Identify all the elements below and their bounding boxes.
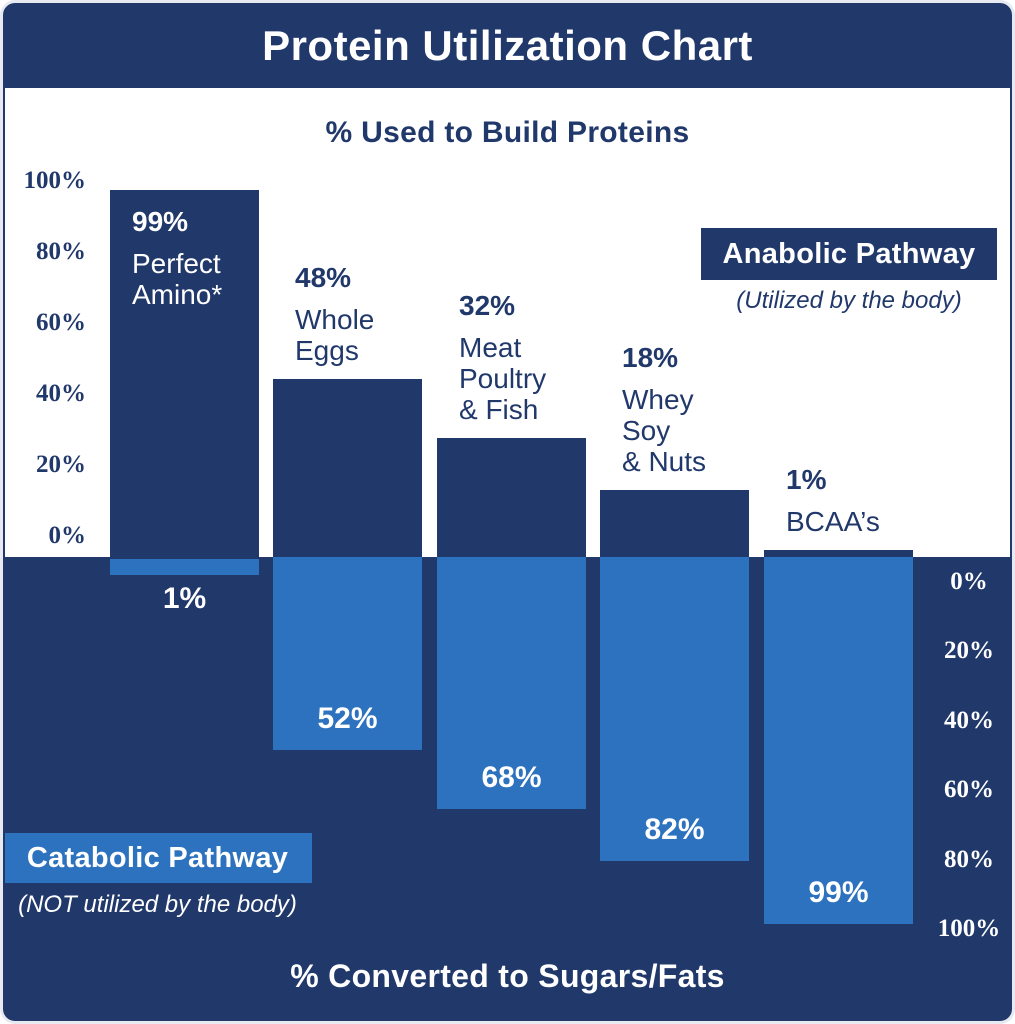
catabolic-value: 68% bbox=[481, 761, 542, 794]
bar-category-label: Whey bbox=[622, 384, 694, 415]
upper-axis-tick: 60% bbox=[36, 309, 86, 336]
catabolic-pathway-caption: (NOT utilized by the body) bbox=[18, 891, 297, 918]
upper-axis-tick: 0% bbox=[48, 522, 87, 549]
upper-axis-tick: 20% bbox=[36, 451, 86, 478]
bar-category-label: Eggs bbox=[295, 335, 359, 366]
bar-category-label: & Nuts bbox=[622, 446, 707, 477]
catabolic-bar bbox=[764, 557, 913, 924]
chart-title: Protein Utilization Chart bbox=[262, 22, 753, 69]
bar-category-label: BCAA’s bbox=[786, 506, 880, 537]
catabolic-pathway-legend: Catabolic Pathway bbox=[3, 833, 312, 883]
anabolic-value: 99% bbox=[132, 206, 189, 237]
anabolic-bar-label: 18% Whey Soy & Nuts bbox=[622, 342, 706, 477]
anabolic-bar-label: 32% Meat Poultry & Fish bbox=[459, 290, 546, 425]
lower-axis-tick: 100% bbox=[937, 915, 1001, 942]
catabolic-bar bbox=[600, 557, 749, 861]
bar-category-label: Meat bbox=[459, 332, 522, 363]
anabolic-value: 32% bbox=[459, 290, 516, 321]
upper-axis-tick: 40% bbox=[36, 380, 86, 407]
lower-axis-tick: 40% bbox=[944, 706, 994, 734]
catabolic-value: 1% bbox=[162, 582, 207, 615]
catabolic-value: 82% bbox=[644, 813, 705, 846]
catabolic-value: 52% bbox=[317, 702, 378, 735]
lower-axis-tick: 80% bbox=[944, 845, 994, 873]
anabolic-value: 48% bbox=[295, 262, 352, 293]
bar-category-label: Amino* bbox=[132, 279, 223, 310]
anabolic-bar bbox=[273, 379, 422, 557]
anabolic-value: 18% bbox=[622, 342, 679, 373]
anabolic-bar bbox=[600, 490, 749, 557]
anabolic-bar bbox=[437, 438, 586, 557]
bar-category-label: Whole bbox=[295, 304, 375, 335]
anabolic-pathway-caption: (Utilized by the body) bbox=[736, 287, 962, 314]
upper-axis-title: % Used to Build Proteins bbox=[325, 116, 690, 149]
bar-category-label: Poultry bbox=[459, 363, 547, 394]
anabolic-bar bbox=[110, 190, 259, 557]
catabolic-bar bbox=[437, 557, 586, 809]
anabolic-bar-label: 1% BCAA’s bbox=[786, 464, 880, 537]
bar-category-label: Perfect bbox=[132, 248, 221, 279]
catabolic-bar bbox=[273, 557, 422, 750]
anabolic-bar bbox=[764, 550, 913, 557]
lower-axis-title: % Converted to Sugars/Fats bbox=[290, 958, 725, 994]
anabolic-bar-label: 99% Perfect Amino* bbox=[132, 206, 222, 310]
lower-axis-tick: 20% bbox=[944, 637, 994, 665]
bar-category-label: & Fish bbox=[459, 394, 539, 425]
bar-category-label: Soy bbox=[622, 415, 671, 446]
lower-axis-tick: 0% bbox=[950, 568, 988, 595]
anabolic-pathway-legend: Anabolic Pathway bbox=[701, 228, 997, 280]
catabolic-bar bbox=[110, 559, 259, 575]
anabolic-bar-label: 48% Whole Eggs bbox=[295, 262, 374, 366]
lower-axis-tick: 60% bbox=[944, 776, 994, 804]
anabolic-value: 1% bbox=[786, 464, 827, 495]
upper-axis-tick: 100% bbox=[23, 167, 87, 194]
upper-axis-tick: 80% bbox=[36, 238, 86, 265]
catabolic-value: 99% bbox=[808, 876, 869, 909]
chart-header: Protein Utilization Chart bbox=[4, 4, 1011, 88]
